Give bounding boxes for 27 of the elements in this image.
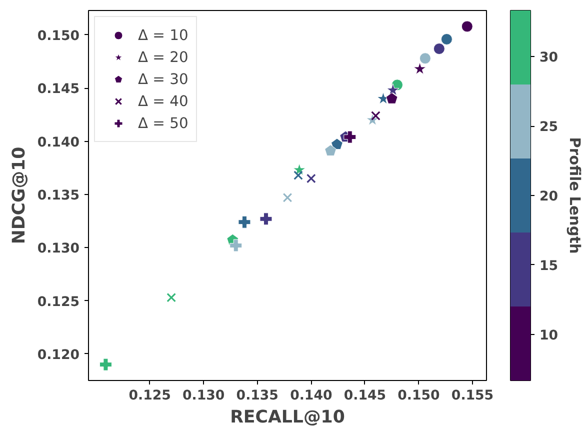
color-bar-title: Profile Length <box>566 137 584 254</box>
legend-label: Δ = 50 <box>138 114 188 132</box>
x-axis-title: RECALL@10 <box>230 408 345 428</box>
color-bar-label: 25 <box>540 120 558 136</box>
y-tick-label: 0.140 <box>37 135 80 150</box>
y-tick-label: 0.150 <box>37 28 80 44</box>
x-tick-label: 0.125 <box>128 388 171 404</box>
legend-label: Δ = 40 <box>138 92 188 110</box>
x-tick-label: 0.150 <box>398 388 440 404</box>
legend-label: Δ = 30 <box>138 70 188 88</box>
y-tick-label: 0.125 <box>37 294 80 310</box>
x-tick-label: 0.140 <box>290 388 332 404</box>
legend-label: Δ = 10 <box>138 26 188 44</box>
y-tick-label: 0.130 <box>37 242 80 257</box>
color-bar-label: 30 <box>540 50 558 66</box>
y-tick-label: 0.120 <box>37 348 80 363</box>
color-bar-label: 20 <box>540 190 558 204</box>
color-bar-label: 10 <box>540 328 558 344</box>
x-tick-label: 0.130 <box>182 388 225 404</box>
x-tick-label: 0.135 <box>236 388 278 404</box>
y-tick-label: 0.135 <box>37 188 80 204</box>
y-axis-title: NDCG@10 <box>9 146 30 244</box>
x-tick-label: 0.155 <box>451 388 494 404</box>
legend-label: Δ = 20 <box>138 48 188 66</box>
y-tick-label: 0.145 <box>37 82 80 98</box>
color-bar-label: 15 <box>540 258 558 274</box>
x-tick-label: 0.145 <box>344 388 386 404</box>
